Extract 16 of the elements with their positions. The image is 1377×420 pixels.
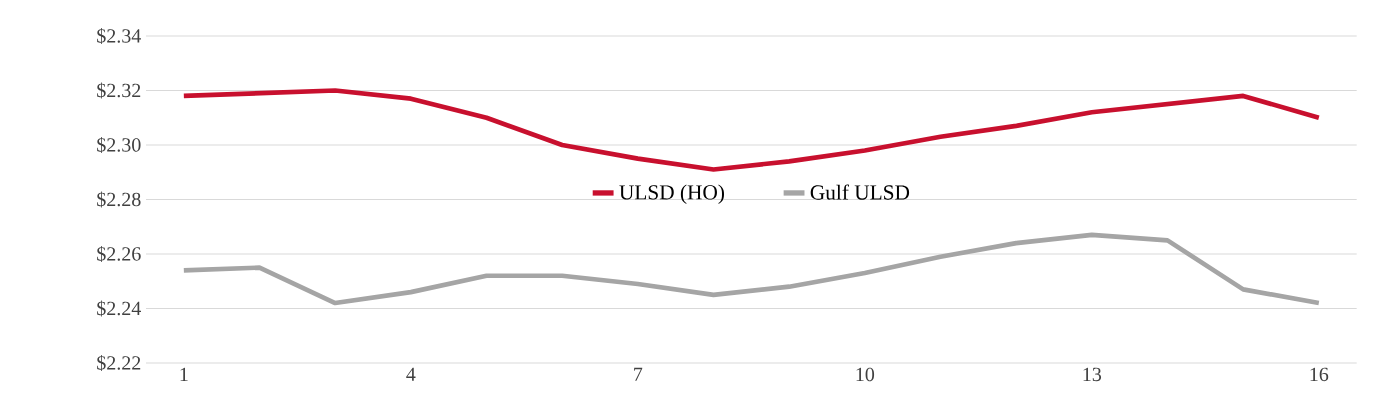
x-tick-label: 10 bbox=[856, 367, 875, 382]
x-tick-label: 1 bbox=[180, 367, 188, 381]
legend-label: ULSD (HO) bbox=[619, 184, 725, 204]
y-tick-label: $2.24 bbox=[97, 300, 141, 317]
x-tick-label: 4 bbox=[406, 367, 416, 381]
x-tick-label: 7 bbox=[634, 367, 643, 381]
x-tick-label: 13 bbox=[1083, 367, 1102, 382]
y-tick-label: $2.32 bbox=[97, 82, 141, 99]
y-tick-label: $2.28 bbox=[97, 191, 141, 208]
y-tick-label: $2.22 bbox=[97, 355, 141, 371]
y-tick-label: $2.30 bbox=[97, 137, 141, 153]
line-series bbox=[181, 232, 1322, 306]
x-tick-label: 16 bbox=[1310, 367, 1329, 382]
legend-label: Gulf ULSD bbox=[810, 184, 910, 200]
y-tick-label: $2.26 bbox=[97, 246, 141, 262]
y-tick-label: $2.34 bbox=[97, 28, 141, 44]
